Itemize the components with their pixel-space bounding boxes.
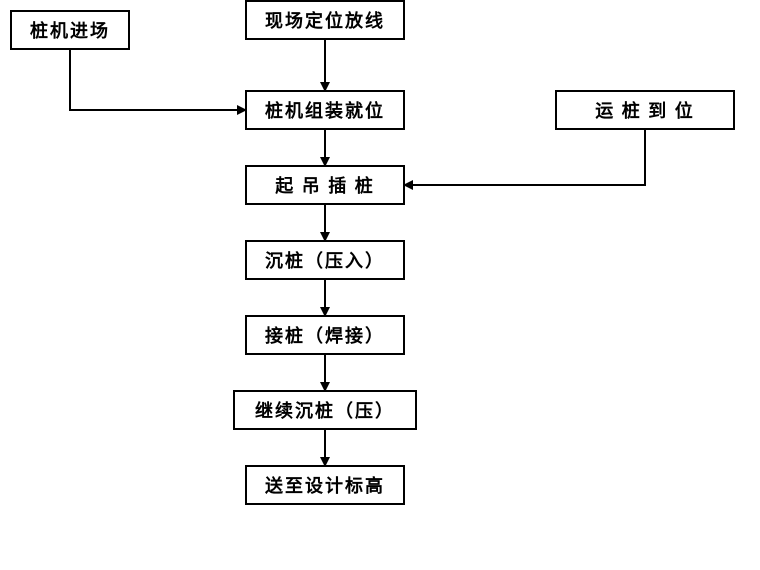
node-design-elevation: 送至设计标高 [245, 465, 405, 505]
node-label: 沉桩（压入） [265, 247, 385, 273]
node-label: 桩机进场 [30, 17, 110, 43]
node-hoist-insert: 起 吊 插 桩 [245, 165, 405, 205]
node-label: 接桩（焊接） [265, 322, 385, 348]
node-press-pile: 沉桩（压入） [245, 240, 405, 280]
node-left-entry: 桩机进场 [10, 10, 130, 50]
node-site-positioning: 现场定位放线 [245, 0, 405, 40]
node-continue-press: 继续沉桩（压） [233, 390, 417, 430]
node-label: 桩机组装就位 [265, 97, 385, 123]
node-label: 继续沉桩（压） [255, 397, 395, 423]
node-assemble-position: 桩机组装就位 [245, 90, 405, 130]
node-transport-pile: 运 桩 到 位 [555, 90, 735, 130]
node-label: 运 桩 到 位 [595, 97, 695, 123]
node-weld-connect: 接桩（焊接） [245, 315, 405, 355]
node-label: 现场定位放线 [265, 7, 385, 33]
node-label: 送至设计标高 [265, 472, 385, 498]
node-label: 起 吊 插 桩 [275, 172, 375, 198]
